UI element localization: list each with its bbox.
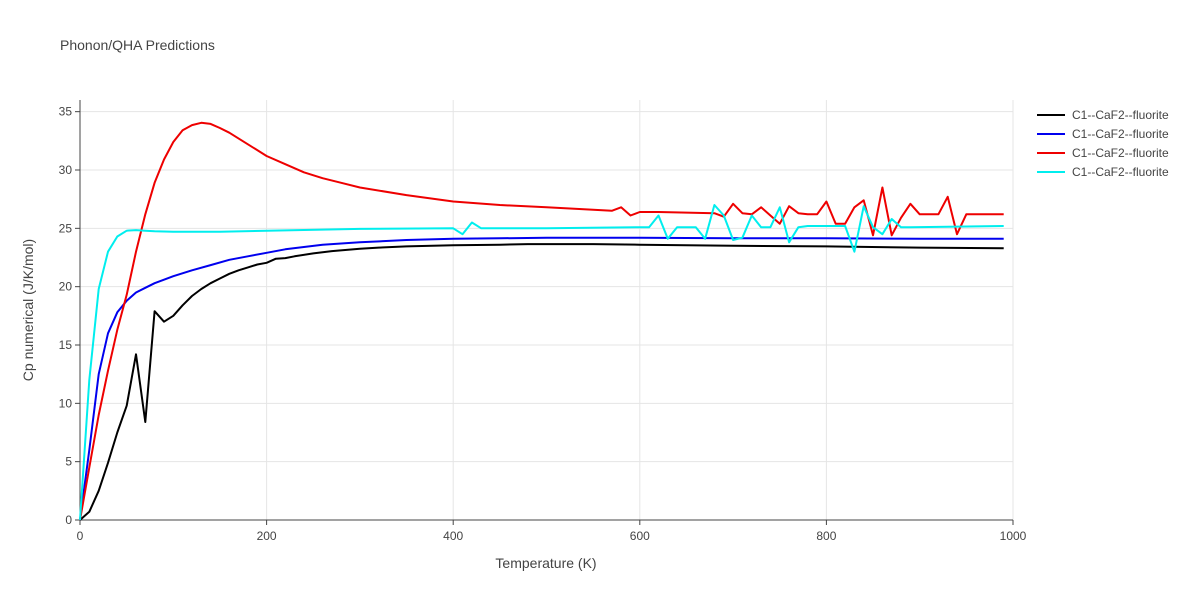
- legend-label: C1--CaF2--fluorite: [1072, 108, 1169, 122]
- y-tick-label: 5: [65, 455, 72, 469]
- x-tick-label: 400: [443, 529, 463, 543]
- y-tick-label: 25: [59, 221, 73, 235]
- y-tick-label: 10: [59, 396, 73, 410]
- series-line-1: [79, 243, 1004, 521]
- y-tick-label: 15: [59, 338, 73, 352]
- chart-title: Phonon/QHA Predictions: [60, 37, 215, 53]
- y-axis-title: Cp numerical (J/K/mol): [20, 239, 36, 381]
- ticks: 0 200 400 600 800 1000 0 5 10 15 20 25 30 35: [59, 105, 1027, 543]
- x-tick-label: 200: [257, 529, 277, 543]
- legend-item-1[interactable]: C1--CaF2--fluorite: [1037, 108, 1169, 122]
- legend-label: C1--CaF2--fluorite: [1072, 127, 1169, 141]
- grid: [80, 100, 1014, 520]
- plot-area: [79, 121, 1004, 521]
- series-line-4: [79, 204, 1004, 521]
- legend-item-4[interactable]: C1--CaF2--fluorite: [1037, 165, 1169, 179]
- axes: [79, 100, 1013, 521]
- y-tick-label: 20: [59, 280, 73, 294]
- x-tick-label: 0: [77, 529, 84, 543]
- legend[interactable]: C1--CaF2--fluorite C1--CaF2--fluorite C1--…: [1037, 108, 1169, 179]
- x-tick-label: 800: [816, 529, 836, 543]
- legend-label: C1--CaF2--fluorite: [1072, 146, 1169, 160]
- series-line-3: [79, 121, 1004, 521]
- legend-item-2[interactable]: C1--CaF2--fluorite: [1037, 127, 1169, 141]
- y-tick-label: 0: [65, 513, 72, 527]
- y-tick-label: 35: [59, 105, 73, 119]
- y-tick-label: 30: [59, 163, 73, 177]
- legend-label: C1--CaF2--fluorite: [1072, 165, 1169, 179]
- x-tick-label: 1000: [1000, 529, 1027, 543]
- x-tick-label: 600: [630, 529, 650, 543]
- legend-item-3[interactable]: C1--CaF2--fluorite: [1037, 146, 1169, 160]
- x-axis-title: Temperature (K): [495, 555, 596, 571]
